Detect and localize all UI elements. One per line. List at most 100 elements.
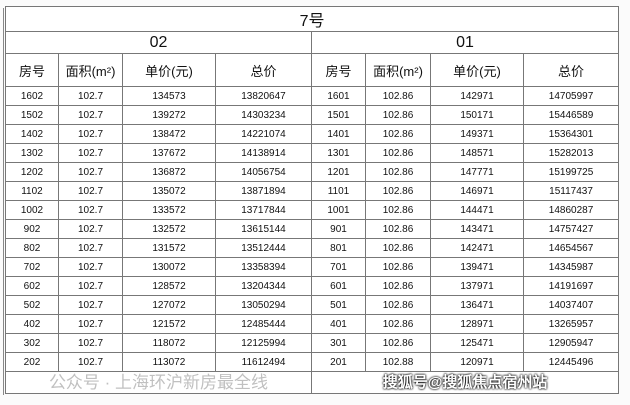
table-cell: 1001: [311, 200, 366, 220]
table-cell: 118072: [122, 333, 216, 353]
table-cell: 133572: [122, 200, 216, 220]
table-cell: 102.7: [58, 352, 123, 372]
table-cell: 1002: [5, 200, 59, 220]
table-cell: 127072: [122, 295, 216, 315]
table-cell: 1402: [5, 124, 59, 144]
table-cell: 14345987: [522, 257, 620, 277]
table-cell: 802: [5, 238, 59, 258]
table-cell: 102.7: [58, 257, 123, 277]
table-cell: 13871894: [215, 181, 312, 201]
table-cell: 14860287: [522, 200, 620, 220]
table-cell: 139471: [430, 257, 524, 277]
table-cell: 102.7: [58, 181, 123, 201]
table-cell: 102.7: [58, 143, 123, 163]
table-row: 1502 102.7 139272 14303234 1501 102.86 150171 1…: [5, 105, 620, 125]
table-cell: 902: [5, 219, 59, 239]
column-header: 房号: [5, 53, 59, 87]
table-cell: 136471: [430, 295, 524, 315]
table-cell: 14056754: [215, 162, 312, 182]
table-cell: 14037407: [522, 295, 620, 315]
table-cell: 130072: [122, 257, 216, 277]
table-cell: 139272: [122, 105, 216, 125]
table-cell: 128572: [122, 276, 216, 296]
price-table: 7号 02 01 房号 面积(m²) 单价(元) 总价 房号 面积(m²) 单价(元) 总价 1…: [4, 6, 620, 394]
table-cell: 137971: [430, 276, 524, 296]
watermark-wechat: 公众号 · 上海环沪新房最全线: [5, 371, 312, 394]
left-edge-column: [0, 8, 4, 395]
table-cell: 143471: [430, 219, 524, 239]
table-cell: 501: [311, 295, 366, 315]
column-header: 单价(元): [122, 53, 216, 87]
table-cell: 121572: [122, 314, 216, 334]
table-row: 1002 102.7 133572 13717844 1001 102.86 144471 1…: [5, 200, 620, 220]
table-cell: 701: [311, 257, 366, 277]
table-cell: 12125994: [215, 333, 312, 353]
table-cell: 15446589: [522, 105, 620, 125]
table-cell: 142471: [430, 238, 524, 258]
table-cell: 601: [311, 276, 366, 296]
table-cell: 12905947: [522, 333, 620, 353]
building-title: 7号: [4, 6, 620, 32]
table-cell: 102.86: [365, 295, 431, 315]
table-cell: 113072: [122, 352, 216, 372]
table-cell: 1202: [5, 162, 59, 182]
table-cell: 131572: [122, 238, 216, 258]
column-header: 面积(m²): [58, 53, 123, 87]
table-row: 802 102.7 131572 13512444 801 102.86 142471 146…: [5, 238, 620, 258]
table-cell: 1102: [5, 181, 59, 201]
table-cell: 12485444: [215, 314, 312, 334]
table-cell: 801: [311, 238, 366, 258]
table-cell: 1301: [311, 143, 366, 163]
table-cell: 128971: [430, 314, 524, 334]
table-cell: 102.7: [58, 124, 123, 144]
table-cell: 137672: [122, 143, 216, 163]
table-cell: 502: [5, 295, 59, 315]
table-cell: 13512444: [215, 238, 312, 258]
table-cell: 13204344: [215, 276, 312, 296]
column-header: 房号: [311, 53, 366, 87]
table-cell: 14705997: [522, 86, 620, 106]
table-cell: 134573: [122, 86, 216, 106]
table-cell: 125471: [430, 333, 524, 353]
table-cell: 150171: [430, 105, 524, 125]
table-cell: 102.86: [365, 105, 431, 125]
table-cell: 201: [311, 352, 366, 372]
table-cell: 120971: [430, 352, 524, 372]
table-cell: 136872: [122, 162, 216, 182]
table-cell: 147771: [430, 162, 524, 182]
table-row-empty: 公众号 · 上海环沪新房最全线 搜狐号@搜狐焦点宿州站: [5, 371, 620, 394]
section-02: 02: [5, 31, 312, 54]
table-cell: 14654567: [522, 238, 620, 258]
table-cell: 102.86: [365, 143, 431, 163]
table-row: 602 102.7 128572 13204344 601 102.86 137971 141…: [5, 276, 620, 296]
table-cell: 138472: [122, 124, 216, 144]
table-cell: 102.7: [58, 295, 123, 315]
table-cell: 149371: [430, 124, 524, 144]
table-cell: 102.88: [365, 352, 431, 372]
table-row: 502 102.7 127072 13050294 501 102.86 136471 140…: [5, 295, 620, 315]
table-cell: 148571: [430, 143, 524, 163]
table-cell: 15364301: [522, 124, 620, 144]
table-cell: 15199725: [522, 162, 620, 182]
table-cell: 202: [5, 352, 59, 372]
table-cell: 102.86: [365, 86, 431, 106]
table-cell: 102.86: [365, 181, 431, 201]
table-cell: 13717844: [215, 200, 312, 220]
table-cell: 302: [5, 333, 59, 353]
table-cell: 1201: [311, 162, 366, 182]
table-cell: 102.7: [58, 200, 123, 220]
table-cell: 102.7: [58, 276, 123, 296]
table-cell: 1101: [311, 181, 366, 201]
table-cell: 1601: [311, 86, 366, 106]
column-header: 面积(m²): [365, 53, 431, 87]
table-cell: 15282013: [522, 143, 620, 163]
table-cell: 146971: [430, 181, 524, 201]
table-row: 1602 102.7 134573 13820647 1601 102.86 142971 1…: [5, 86, 620, 106]
table-cell: 135072: [122, 181, 216, 201]
table-cell: 14221074: [215, 124, 312, 144]
table-cell: 132572: [122, 219, 216, 239]
table-cell: 13358394: [215, 257, 312, 277]
table-cell: 14303234: [215, 105, 312, 125]
table-cell: 14138914: [215, 143, 312, 163]
table-cell: 102.7: [58, 219, 123, 239]
